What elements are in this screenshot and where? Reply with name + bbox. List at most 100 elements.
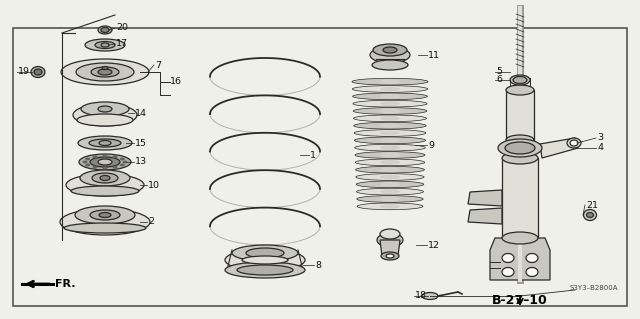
- Ellipse shape: [242, 256, 288, 264]
- Ellipse shape: [506, 85, 534, 95]
- Ellipse shape: [353, 115, 426, 122]
- Ellipse shape: [526, 268, 538, 277]
- Ellipse shape: [232, 245, 298, 261]
- Ellipse shape: [122, 160, 127, 164]
- Ellipse shape: [95, 41, 115, 48]
- Ellipse shape: [356, 174, 424, 180]
- Ellipse shape: [90, 157, 120, 167]
- Ellipse shape: [380, 145, 400, 150]
- Ellipse shape: [31, 66, 45, 78]
- Bar: [502, 158, 538, 238]
- Ellipse shape: [92, 173, 118, 183]
- Ellipse shape: [356, 166, 424, 173]
- Ellipse shape: [380, 123, 400, 128]
- Text: 6: 6: [496, 76, 502, 85]
- Text: B-27–10: B-27–10: [492, 293, 548, 307]
- Ellipse shape: [498, 139, 542, 157]
- Ellipse shape: [380, 204, 400, 209]
- Polygon shape: [380, 240, 400, 256]
- Ellipse shape: [502, 268, 514, 277]
- Ellipse shape: [98, 26, 112, 34]
- Ellipse shape: [64, 223, 146, 233]
- Ellipse shape: [513, 77, 527, 84]
- Ellipse shape: [99, 212, 111, 218]
- Ellipse shape: [77, 114, 133, 126]
- Ellipse shape: [380, 229, 400, 239]
- Ellipse shape: [357, 203, 423, 210]
- Text: 2: 2: [148, 218, 154, 226]
- Ellipse shape: [380, 167, 400, 172]
- Ellipse shape: [380, 152, 400, 157]
- Ellipse shape: [79, 154, 131, 170]
- Ellipse shape: [386, 254, 394, 258]
- Text: 18: 18: [415, 292, 427, 300]
- Ellipse shape: [73, 104, 137, 126]
- Text: S3Y3–B2800A: S3Y3–B2800A: [570, 285, 618, 291]
- Ellipse shape: [380, 87, 400, 91]
- Ellipse shape: [66, 174, 144, 196]
- Ellipse shape: [355, 144, 426, 151]
- Text: 11: 11: [428, 50, 440, 60]
- Text: 1: 1: [310, 151, 316, 160]
- Ellipse shape: [237, 265, 293, 275]
- Ellipse shape: [225, 262, 305, 278]
- Ellipse shape: [380, 131, 400, 135]
- Polygon shape: [540, 138, 578, 158]
- Ellipse shape: [91, 67, 119, 77]
- Ellipse shape: [380, 174, 400, 179]
- Ellipse shape: [353, 100, 427, 107]
- Ellipse shape: [76, 63, 134, 81]
- Ellipse shape: [98, 106, 112, 112]
- Ellipse shape: [356, 181, 424, 188]
- Ellipse shape: [354, 130, 426, 137]
- Ellipse shape: [113, 166, 118, 169]
- Polygon shape: [468, 208, 502, 224]
- Ellipse shape: [352, 85, 428, 93]
- Ellipse shape: [102, 167, 108, 169]
- Ellipse shape: [113, 155, 118, 158]
- Text: 12: 12: [428, 241, 440, 249]
- Text: 3: 3: [597, 133, 603, 143]
- Ellipse shape: [246, 248, 284, 258]
- Ellipse shape: [380, 109, 400, 113]
- Ellipse shape: [98, 69, 112, 75]
- Ellipse shape: [381, 252, 399, 260]
- Ellipse shape: [85, 158, 90, 160]
- Ellipse shape: [100, 175, 110, 181]
- Ellipse shape: [567, 138, 581, 148]
- Text: 7: 7: [155, 61, 161, 70]
- Ellipse shape: [355, 137, 426, 144]
- Polygon shape: [490, 238, 550, 280]
- Text: 15: 15: [135, 138, 147, 147]
- Text: FR.: FR.: [55, 279, 76, 289]
- Ellipse shape: [102, 66, 108, 70]
- Ellipse shape: [505, 142, 535, 154]
- Ellipse shape: [380, 189, 400, 194]
- Ellipse shape: [380, 116, 400, 121]
- Ellipse shape: [357, 196, 423, 202]
- Ellipse shape: [90, 210, 120, 220]
- Text: 13: 13: [135, 158, 147, 167]
- Ellipse shape: [225, 249, 305, 271]
- Ellipse shape: [78, 136, 132, 150]
- Ellipse shape: [380, 160, 400, 165]
- Text: 14: 14: [135, 108, 147, 117]
- Ellipse shape: [356, 188, 424, 195]
- Text: 9: 9: [428, 140, 434, 150]
- Ellipse shape: [354, 122, 426, 129]
- Ellipse shape: [584, 210, 596, 220]
- Ellipse shape: [101, 27, 109, 33]
- Ellipse shape: [502, 152, 538, 164]
- Ellipse shape: [510, 75, 530, 85]
- Ellipse shape: [380, 94, 400, 99]
- Text: 17: 17: [116, 40, 128, 48]
- Ellipse shape: [99, 140, 111, 145]
- Ellipse shape: [380, 182, 400, 187]
- Ellipse shape: [380, 101, 400, 106]
- Ellipse shape: [120, 158, 125, 160]
- Ellipse shape: [93, 166, 97, 169]
- Ellipse shape: [353, 108, 427, 115]
- Ellipse shape: [81, 102, 129, 116]
- Text: 19: 19: [18, 68, 30, 77]
- Ellipse shape: [61, 59, 149, 85]
